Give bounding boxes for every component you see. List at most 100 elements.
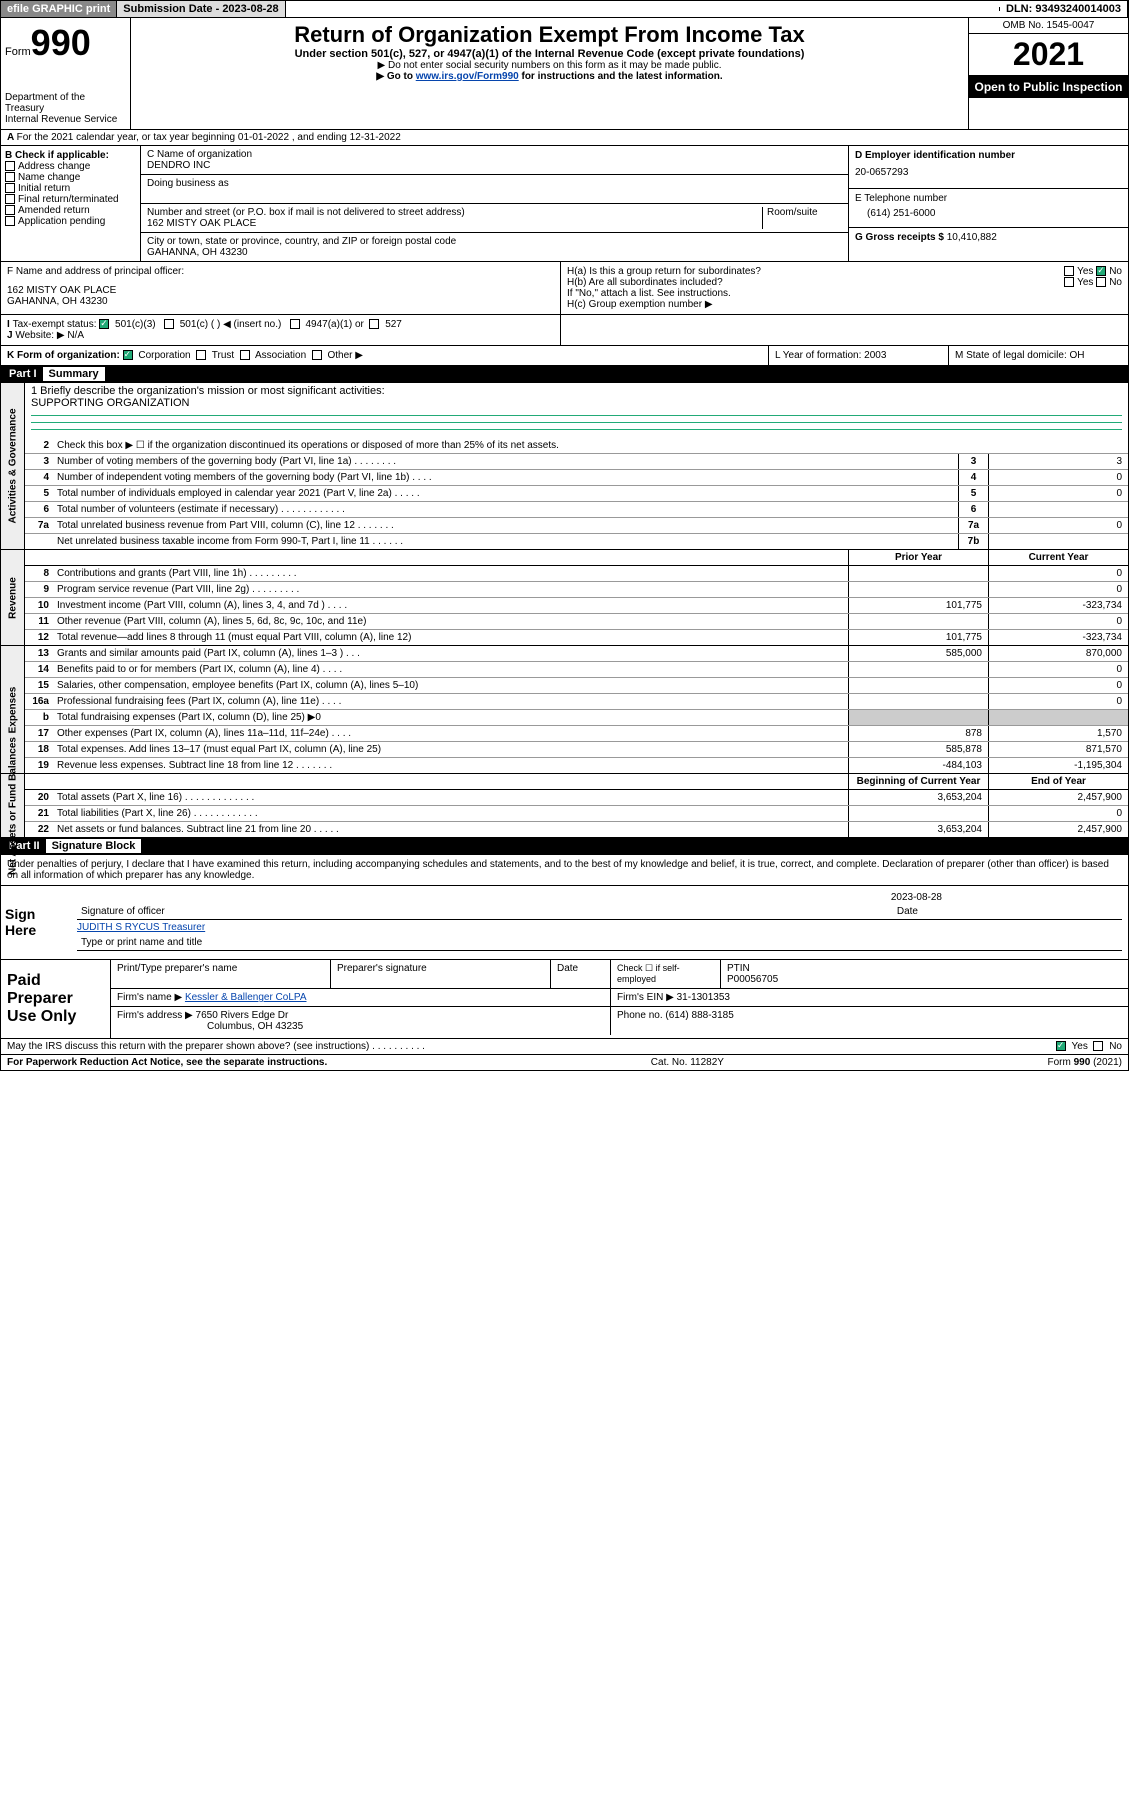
sig-officer-label: Signature of officer <box>81 906 165 917</box>
top-bar: efile GRAPHIC print Submission Date - 20… <box>0 0 1129 18</box>
ha-no[interactable] <box>1096 266 1106 276</box>
mission-answer: SUPPORTING ORGANIZATION <box>31 397 1122 409</box>
paid-row1: Print/Type preparer's name Preparer's si… <box>111 960 1128 989</box>
hb-yes[interactable] <box>1064 277 1074 287</box>
goto-note: ▶ Go to www.irs.gov/Form990 for instruct… <box>135 71 964 82</box>
summary-row: 13 Grants and similar amounts paid (Part… <box>25 646 1128 662</box>
cb-address[interactable]: Address change <box>5 161 136 172</box>
net-header: Beginning of Current Year End of Year <box>25 774 1128 790</box>
box-i: I Tax-exempt status: 501(c)(3) 501(c) ( … <box>7 319 554 330</box>
summary-row: 21 Total liabilities (Part X, line 26) .… <box>25 806 1128 822</box>
vtab-governance: Activities & Governance <box>1 383 25 549</box>
right-entity-col: D Employer identification number 20-0657… <box>848 146 1128 261</box>
firm-name[interactable]: Kessler & Ballenger CoLPA <box>185 992 307 1003</box>
summary-row: 12 Total revenue—add lines 8 through 11 … <box>25 630 1128 645</box>
prep-sig-label: Preparer's signature <box>331 960 551 988</box>
paid-row3: Firm's address ▶ 7650 Rivers Edge DrColu… <box>111 1007 1128 1035</box>
part2-header: Part IISignature Block <box>0 838 1129 855</box>
row-ij: I Tax-exempt status: 501(c)(3) 501(c) ( … <box>0 315 1129 346</box>
cb-trust[interactable] <box>196 350 206 360</box>
entity-block: B Check if applicable: Address change Na… <box>0 146 1129 262</box>
box-g: G Gross receipts $ 10,410,882 <box>849 228 1128 247</box>
sig-date: 2023-08-28 <box>891 892 1122 903</box>
cb-name[interactable]: Name change <box>5 172 136 183</box>
officer-addr1: 162 MISTY OAK PLACE <box>7 285 554 296</box>
submission-date: Submission Date - 2023-08-28 <box>117 1 285 17</box>
summary-row: 16a Professional fundraising fees (Part … <box>25 694 1128 710</box>
ha-yes[interactable] <box>1064 266 1074 276</box>
efile-badge: efile GRAPHIC print <box>1 1 117 17</box>
cb-501c[interactable] <box>164 319 174 329</box>
cb-amended[interactable]: Amended return <box>5 205 136 216</box>
irs-link[interactable]: www.irs.gov/Form990 <box>416 71 519 82</box>
firm-addr1: 7650 Rivers Edge Dr <box>196 1010 289 1021</box>
cb-corp[interactable] <box>123 350 133 360</box>
hb-no[interactable] <box>1096 277 1106 287</box>
discuss-no[interactable] <box>1093 1041 1103 1051</box>
form-number-box: Form990 Department of theTreasuryInterna… <box>1 18 131 129</box>
cb-final[interactable]: Final return/terminated <box>5 194 136 205</box>
address-row: Number and street (or P.O. box if mail i… <box>141 204 848 233</box>
self-emp-label: Check ☐ if self-employed <box>611 960 721 988</box>
cb-initial[interactable]: Initial return <box>5 183 136 194</box>
row-klm: K Form of organization: Corporation Trus… <box>0 346 1129 366</box>
rev-header: Prior Year Current Year <box>25 550 1128 566</box>
box-m: M State of legal domicile: OH <box>948 346 1128 365</box>
open-inspection: Open to Public Inspection <box>969 76 1128 98</box>
org-name-row: C Name of organization DENDRO INC <box>141 146 848 175</box>
cb-assoc[interactable] <box>240 350 250 360</box>
discuss-question: May the IRS discuss this return with the… <box>7 1041 425 1052</box>
box-d: D Employer identification number 20-0657… <box>849 146 1128 189</box>
cb-4947[interactable] <box>290 319 300 329</box>
col-end: End of Year <box>988 774 1128 789</box>
expenses-section: Expenses 13 Grants and similar amounts p… <box>0 646 1129 774</box>
vtab-net: Net Assets or Fund Balances <box>1 774 25 837</box>
box-f: F Name and address of principal officer:… <box>1 262 561 314</box>
summary-row: 2 Check this box ▶ ☐ if the organization… <box>25 438 1128 454</box>
dln: DLN: 93493240014003 <box>1000 1 1128 17</box>
officer-name[interactable]: JUDITH S RYCUS Treasurer <box>77 922 1122 933</box>
box-b-header: B Check if applicable: <box>5 150 136 161</box>
cb-pending[interactable]: Application pending <box>5 216 136 227</box>
summary-row: Net unrelated business taxable income fr… <box>25 534 1128 549</box>
firm-phone-label: Phone no. <box>617 1010 663 1021</box>
phone-label: E Telephone number <box>855 193 1122 204</box>
summary-row: b Total fundraising expenses (Part IX, c… <box>25 710 1128 726</box>
dept-treasury: Department of theTreasuryInternal Revenu… <box>5 92 126 125</box>
h-a: H(a) Is this a group return for subordin… <box>567 266 1122 277</box>
cat-no: Cat. No. 11282Y <box>651 1057 724 1068</box>
summary-row: 8 Contributions and grants (Part VIII, l… <box>25 566 1128 582</box>
sign-here-block: Sign Here 2023-08-28 Signature of office… <box>0 886 1129 960</box>
firm-ein: 31-1301353 <box>677 992 730 1003</box>
form-990-number: 990 <box>31 22 91 63</box>
omb-number: OMB No. 1545-0047 <box>969 18 1128 34</box>
cb-other[interactable] <box>312 350 322 360</box>
paid-row2: Firm's name ▶ Kessler & Ballenger CoLPA … <box>111 989 1128 1007</box>
cb-527[interactable] <box>369 319 379 329</box>
pra-notice: For Paperwork Reduction Act Notice, see … <box>7 1057 327 1068</box>
h-c: H(c) Group exemption number ▶ <box>567 299 1122 310</box>
col-current: Current Year <box>988 550 1128 565</box>
phone-value: (614) 251-6000 <box>855 204 1122 223</box>
summary-row: 4 Number of independent voting members o… <box>25 470 1128 486</box>
mission-question: 1 Briefly describe the organization's mi… <box>31 385 1122 397</box>
summary-row: 14 Benefits paid to or for members (Part… <box>25 662 1128 678</box>
dba-label: Doing business as <box>147 178 842 189</box>
sign-here-label: Sign Here <box>1 886 71 959</box>
room-label: Room/suite <box>762 207 842 229</box>
firm-ein-label: Firm's EIN ▶ <box>617 992 674 1003</box>
summary-row: 11 Other revenue (Part VIII, column (A),… <box>25 614 1128 630</box>
form-ref: Form 990 (2021) <box>1048 1057 1122 1068</box>
firm-addr2: Columbus, OH 43235 <box>207 1021 303 1032</box>
summary-row: 9 Program service revenue (Part VIII, li… <box>25 582 1128 598</box>
firm-label: Firm's name ▶ <box>117 992 182 1003</box>
governance-section: Activities & Governance 1 Briefly descri… <box>0 383 1129 550</box>
paid-label: Paid Preparer Use Only <box>1 960 111 1038</box>
h-b: H(b) Are all subordinates included? Yes … <box>567 277 1122 288</box>
netassets-section: Net Assets or Fund Balances Beginning of… <box>0 774 1129 838</box>
vtab-revenue: Revenue <box>1 550 25 645</box>
cb-501c3[interactable] <box>99 319 109 329</box>
summary-row: 5 Total number of individuals employed i… <box>25 486 1128 502</box>
discuss-yes[interactable] <box>1056 1041 1066 1051</box>
city-label: City or town, state or province, country… <box>147 236 842 247</box>
